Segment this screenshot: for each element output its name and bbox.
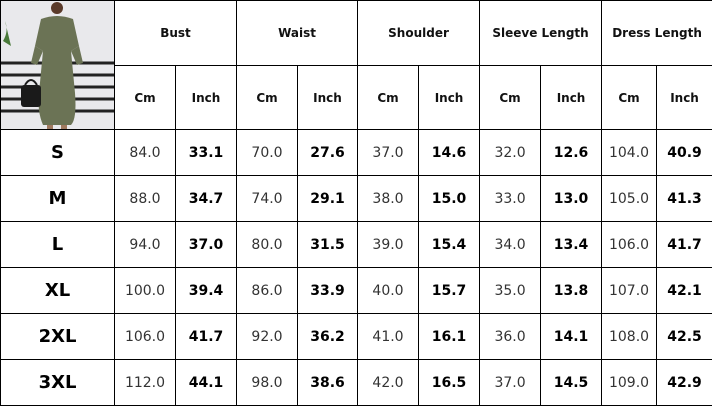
unit-header-inch: Inch: [657, 66, 712, 130]
cm-value: 32.0: [480, 130, 541, 176]
unit-header-inch: Inch: [541, 66, 602, 130]
cm-value: 36.0: [480, 314, 541, 360]
inch-value: 41.7: [657, 222, 712, 268]
inch-value: 13.8: [541, 268, 602, 314]
inch-value: 14.1: [541, 314, 602, 360]
inch-value: 37.0: [176, 222, 237, 268]
cm-value: 86.0: [237, 268, 298, 314]
inch-value: 44.1: [176, 360, 237, 406]
cm-value: 37.0: [358, 130, 419, 176]
cm-value: 106.0: [115, 314, 176, 360]
cm-value: 84.0: [115, 130, 176, 176]
cm-value: 42.0: [358, 360, 419, 406]
inch-value: 39.4: [176, 268, 237, 314]
size-label: 3XL: [1, 360, 115, 406]
cm-value: 34.0: [480, 222, 541, 268]
header-shoulder: Shoulder: [358, 1, 480, 66]
header-dress-length: Dress Length: [602, 1, 712, 66]
inch-value: 29.1: [298, 176, 358, 222]
unit-header-cm: Cm: [602, 66, 657, 130]
unit-header-cm: Cm: [480, 66, 541, 130]
inch-value: 15.4: [419, 222, 480, 268]
inch-value: 14.5: [541, 360, 602, 406]
cm-value: 105.0: [602, 176, 657, 222]
cm-value: 70.0: [237, 130, 298, 176]
cm-value: 37.0: [480, 360, 541, 406]
inch-value: 15.0: [419, 176, 480, 222]
inch-value: 14.6: [419, 130, 480, 176]
unit-header-inch: Inch: [298, 66, 358, 130]
unit-header-inch: Inch: [176, 66, 237, 130]
inch-value: 33.1: [176, 130, 237, 176]
header-sleeve-length: Sleeve Length: [480, 1, 602, 66]
cm-value: 40.0: [358, 268, 419, 314]
cm-value: 74.0: [237, 176, 298, 222]
cm-value: 112.0: [115, 360, 176, 406]
cm-value: 41.0: [358, 314, 419, 360]
inch-value: 40.9: [657, 130, 712, 176]
cm-value: 107.0: [602, 268, 657, 314]
inch-value: 38.6: [298, 360, 358, 406]
inch-value: 41.3: [657, 176, 712, 222]
cm-value: 108.0: [602, 314, 657, 360]
inch-value: 27.6: [298, 130, 358, 176]
unit-header-inch: Inch: [419, 66, 480, 130]
cm-value: 94.0: [115, 222, 176, 268]
size-label: M: [1, 176, 115, 222]
cm-value: 109.0: [602, 360, 657, 406]
inch-value: 33.9: [298, 268, 358, 314]
unit-header-cm: Cm: [237, 66, 298, 130]
size-label: S: [1, 130, 115, 176]
cm-value: 80.0: [237, 222, 298, 268]
inch-value: 13.4: [541, 222, 602, 268]
inch-value: 42.1: [657, 268, 712, 314]
inch-value: 34.7: [176, 176, 237, 222]
inch-value: 36.2: [298, 314, 358, 360]
inch-value: 15.7: [419, 268, 480, 314]
cm-value: 88.0: [115, 176, 176, 222]
cm-value: 38.0: [358, 176, 419, 222]
size-label: L: [1, 222, 115, 268]
size-label: 2XL: [1, 314, 115, 360]
inch-value: 13.0: [541, 176, 602, 222]
inch-value: 16.5: [419, 360, 480, 406]
cm-value: 98.0: [237, 360, 298, 406]
product-image: [1, 1, 115, 130]
size-label: XL: [1, 268, 115, 314]
cm-value: 35.0: [480, 268, 541, 314]
inch-value: 12.6: [541, 130, 602, 176]
header-bust: Bust: [115, 1, 237, 66]
cm-value: 106.0: [602, 222, 657, 268]
dress-model-photo-icon: [1, 1, 114, 129]
inch-value: 42.5: [657, 314, 712, 360]
inch-value: 42.9: [657, 360, 712, 406]
header-waist: Waist: [237, 1, 358, 66]
unit-header-cm: Cm: [115, 66, 176, 130]
cm-value: 33.0: [480, 176, 541, 222]
inch-value: 41.7: [176, 314, 237, 360]
inch-value: 16.1: [419, 314, 480, 360]
cm-value: 39.0: [358, 222, 419, 268]
inch-value: 31.5: [298, 222, 358, 268]
cm-value: 92.0: [237, 314, 298, 360]
unit-header-cm: Cm: [358, 66, 419, 130]
cm-value: 104.0: [602, 130, 657, 176]
cm-value: 100.0: [115, 268, 176, 314]
